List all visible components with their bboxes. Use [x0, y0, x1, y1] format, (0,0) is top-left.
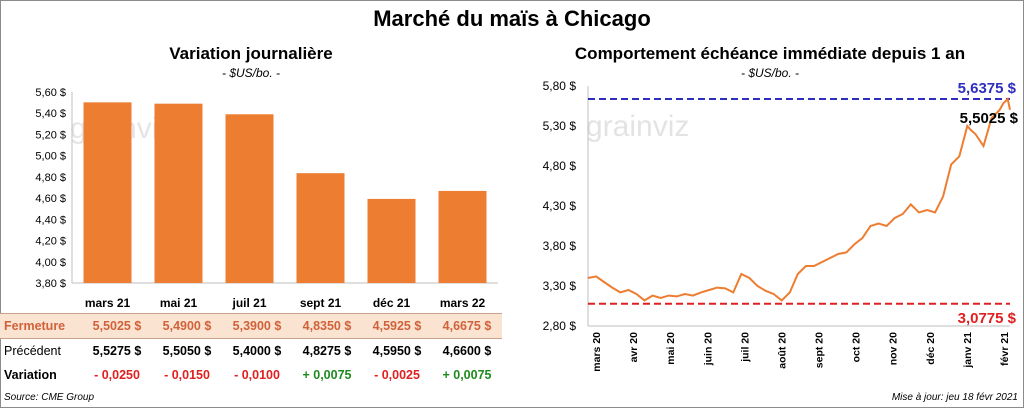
table-cell: + 0,0075 [302, 368, 352, 382]
x-tick-label: oct 20 [851, 332, 863, 363]
x-tick-label: mars 21 [85, 296, 131, 310]
x-tick-label: mai 21 [160, 296, 198, 310]
x-tick-label: mars 22 [440, 296, 486, 310]
line-chart-unit: - $US/bo. - [740, 66, 800, 80]
x-tick-label: mai 20 [665, 332, 677, 365]
x-tick-label: févr 21 [999, 332, 1011, 366]
last-price-label: 5,5025 $ [960, 110, 1019, 127]
table-row-fermeture: Fermeture 5,5025 $ 5,4900 $ 5,3900 $ 4,8… [0, 313, 502, 339]
line-chart-title: Comportement échéance immédiate depuis 1… [574, 44, 966, 63]
low-label: 3,0775 $ [958, 310, 1017, 327]
x-tick-label: juil 21 [231, 296, 266, 310]
price-table: Fermeture 5,5025 $ 5,4900 $ 5,3900 $ 4,8… [0, 313, 502, 387]
bar [83, 102, 132, 284]
table-cell: 4,8350 $ [292, 313, 362, 339]
x-tick-label: janv 21 [962, 332, 974, 369]
y-tick-label: 5,00 $ [35, 151, 66, 163]
row-label: Variation [4, 368, 57, 382]
x-tick-label: déc 20 [925, 332, 937, 365]
table-cell: 4,6600 $ [442, 344, 492, 358]
bar [225, 114, 274, 284]
table-cell: 4,8275 $ [302, 344, 352, 358]
table-cell: - 0,0025 [374, 368, 420, 382]
table-cell: 5,3900 $ [222, 313, 292, 339]
bar-chart-unit: - $US/bo. - [221, 66, 281, 80]
table-cell: - 0,0100 [234, 368, 280, 382]
bar [367, 198, 416, 283]
line-chart: grainviz 2,80 $ 3,30 $ 3,80 $ 4,30 $ 4,80 $ 5,… [543, 80, 1019, 372]
source-note: Source: CME Group [4, 392, 95, 403]
table-cell: 4,6675 $ [432, 313, 502, 339]
y-tick-label: 4,80 $ [543, 159, 577, 173]
table-cell: 5,5275 $ [92, 344, 142, 358]
x-tick-label: mars 20 [591, 332, 603, 372]
table-cell: - 0,0250 [94, 368, 140, 382]
watermark: grainviz [586, 110, 689, 143]
high-label: 5,6375 $ [958, 80, 1017, 97]
table-cell: 4,5925 $ [362, 313, 432, 339]
y-tick-label: 4,60 $ [35, 193, 66, 205]
bar-chart: grainviz3,80 $4,00 $4,20 $4,40 $4,60 $4,… [35, 87, 498, 310]
table-cell: 5,4000 $ [232, 344, 282, 358]
x-tick-label: juil 20 [739, 332, 751, 363]
y-tick-label: 5,60 $ [35, 87, 66, 99]
bar-chart-title: Variation journalière [169, 44, 333, 63]
y-tick-label: 4,40 $ [35, 214, 66, 226]
row-label: Précédent [4, 344, 61, 358]
table-row-variation: Variation - 0,0250 - 0,0150 - 0,0100 + 0… [0, 363, 502, 387]
table-cell: 5,5025 $ [82, 313, 152, 339]
row-label: Fermeture [0, 313, 82, 339]
x-tick-label: sept 21 [300, 296, 342, 310]
y-tick-label: 4,80 $ [35, 172, 66, 184]
y-tick-label: 5,30 $ [543, 119, 577, 133]
x-tick-label: juin 20 [702, 332, 714, 366]
y-tick-label: 5,20 $ [35, 129, 66, 141]
y-tick-label: 5,80 $ [543, 80, 577, 93]
x-tick-label: août 20 [776, 332, 788, 369]
y-tick-label: 3,30 $ [543, 279, 577, 293]
table-cell: 4,5950 $ [372, 344, 422, 358]
table-cell: 5,5050 $ [162, 344, 212, 358]
y-tick-label: 4,00 $ [35, 257, 66, 269]
y-tick-label: 3,80 $ [543, 239, 577, 253]
bar [438, 190, 487, 283]
y-tick-label: 5,40 $ [35, 108, 66, 120]
x-tick-label: sept 20 [814, 332, 826, 368]
table-cell: - 0,0150 [164, 368, 210, 382]
y-tick-label: 4,30 $ [543, 199, 577, 213]
bar [154, 103, 203, 283]
update-note: Mise à jour: jeu 18 févr 2021 [891, 392, 1018, 403]
bar [296, 173, 345, 283]
y-tick-label: 4,20 $ [35, 236, 66, 248]
page-title: Marché du maïs à Chicago [373, 6, 651, 31]
table-row-precedent: Précédent 5,5275 $ 5,5050 $ 5,4000 $ 4,8… [0, 339, 502, 364]
x-tick-label: avr 20 [628, 332, 640, 363]
table-cell: + 0,0075 [442, 368, 492, 382]
y-tick-label: 3,80 $ [35, 278, 66, 290]
table-cell: 5,4900 $ [152, 313, 222, 339]
y-tick-label: 2,80 $ [543, 319, 577, 333]
price-line [587, 96, 1011, 302]
x-tick-label: nov 20 [888, 332, 900, 365]
x-tick-label: déc 21 [373, 296, 411, 310]
